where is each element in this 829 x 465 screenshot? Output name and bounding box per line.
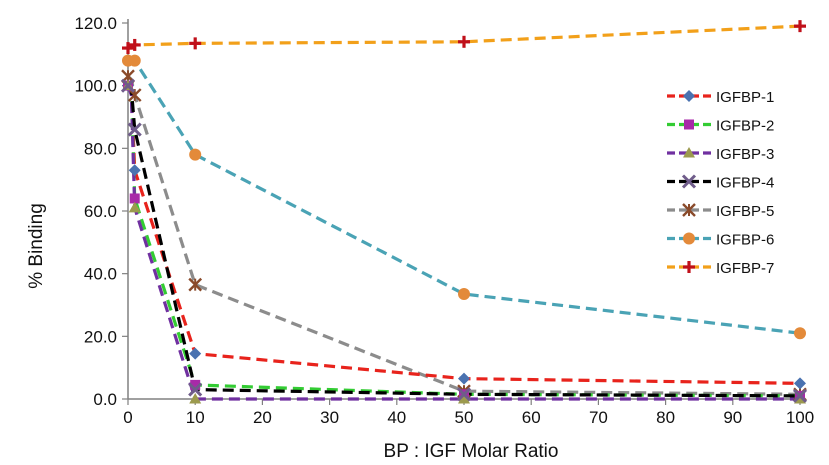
legend: IGFBP-1 IGFBP-2 IGFBP-3 IGFBP-4 IGFBP-5 IGFBP… xyxy=(667,89,774,277)
data-point xyxy=(120,78,136,93)
data-point xyxy=(188,382,203,397)
legend-label: IGFBP-2 xyxy=(716,118,774,135)
x-tick-label: 90 xyxy=(723,408,742,427)
y-axis-title: % Binding xyxy=(26,203,47,289)
data-point xyxy=(681,174,697,189)
data-point xyxy=(189,148,202,161)
legend-item: IGFBP-6 xyxy=(667,232,774,249)
legend-label: IGFBP-1 xyxy=(716,89,774,106)
data-point xyxy=(129,193,140,204)
series-markers-igfbp-2 xyxy=(123,80,805,401)
y-tick-label: 100.0 xyxy=(74,77,117,96)
y-tick-label: 120.0 xyxy=(74,14,117,33)
data-point xyxy=(683,261,695,273)
series-markers-igfbp-5 xyxy=(121,69,807,402)
data-point xyxy=(794,327,806,340)
data-point xyxy=(456,387,472,402)
legend-item: IGFBP-5 xyxy=(667,203,774,220)
legend-label: IGFBP-7 xyxy=(716,260,774,277)
series-markers-igfbp-7 xyxy=(122,20,806,55)
data-point xyxy=(189,37,202,50)
series-line xyxy=(126,84,801,398)
x-tick-label: 30 xyxy=(320,408,339,427)
data-point xyxy=(128,164,141,177)
y-tick-label: 60.0 xyxy=(84,202,117,221)
data-point xyxy=(189,393,202,404)
y-tick-label: 20.0 xyxy=(84,327,117,346)
legend-label: IGFBP-5 xyxy=(716,203,774,220)
series-line xyxy=(126,84,801,385)
data-point xyxy=(792,388,808,403)
data-point xyxy=(683,232,695,245)
data-point xyxy=(127,122,142,137)
data-point xyxy=(128,201,141,213)
legend-item: IGFBP-3 xyxy=(667,146,774,163)
legend-label: IGFBP-6 xyxy=(716,232,774,249)
series-markers-igfbp-1 xyxy=(122,79,806,390)
series-igfbp-5 xyxy=(126,75,801,396)
y-tick-label: 0.0 xyxy=(93,390,117,409)
x-tick-label: 50 xyxy=(455,408,474,427)
legend-label: IGFBP-4 xyxy=(716,175,774,192)
x-axis-ticks: 0 10 20 30 40 50 60 70 80 90 100 xyxy=(123,399,814,427)
legend-item: IGFBP-2 xyxy=(667,118,774,135)
series-line xyxy=(126,85,800,401)
data-point xyxy=(128,54,141,67)
data-point xyxy=(458,288,470,301)
series-igfbp-3 xyxy=(126,85,800,401)
legend-item: IGFBP-4 xyxy=(667,174,774,192)
data-point xyxy=(682,203,696,217)
y-tick-label: 40.0 xyxy=(84,265,117,284)
legend-item: IGFBP-1 xyxy=(667,89,774,106)
data-point xyxy=(794,377,806,390)
series-igfbp-1 xyxy=(126,84,801,385)
x-tick-label: 60 xyxy=(522,408,541,427)
series-line xyxy=(126,84,801,398)
data-point xyxy=(458,35,470,48)
legend-label: IGFBP-3 xyxy=(716,146,774,163)
data-point xyxy=(189,347,202,360)
x-axis-title: BP : IGF Molar Ratio xyxy=(384,441,559,462)
data-point xyxy=(190,379,201,390)
series-line xyxy=(126,75,801,396)
y-tick-label: 80.0 xyxy=(84,139,117,158)
series-layer xyxy=(120,20,808,404)
x-tick-label: 0 xyxy=(123,408,132,427)
series-igfbp-2 xyxy=(126,84,801,398)
legend-item: IGFBP-7 xyxy=(667,260,774,277)
series-igfbp-4 xyxy=(126,84,801,398)
x-tick-label: 20 xyxy=(253,408,272,427)
data-point xyxy=(127,88,142,102)
data-point xyxy=(458,393,470,404)
x-tick-label: 80 xyxy=(656,408,675,427)
data-point xyxy=(458,372,470,385)
x-tick-label: 100 xyxy=(786,408,814,427)
data-point xyxy=(122,42,134,55)
x-tick-label: 40 xyxy=(387,408,406,427)
data-point xyxy=(128,38,141,51)
series-markers-igfbp-6 xyxy=(122,54,806,340)
y-axis-ticks: 0.0 20.0 40.0 60.0 80.0 100.0 120.0 xyxy=(74,14,128,409)
data-point xyxy=(683,90,695,102)
series-markers-igfbp-4 xyxy=(120,78,808,403)
data-point xyxy=(684,119,694,130)
data-point xyxy=(794,20,806,33)
x-tick-label: 70 xyxy=(589,408,608,427)
data-point xyxy=(188,277,203,292)
x-tick-label: 10 xyxy=(186,408,205,427)
data-point xyxy=(683,147,695,158)
